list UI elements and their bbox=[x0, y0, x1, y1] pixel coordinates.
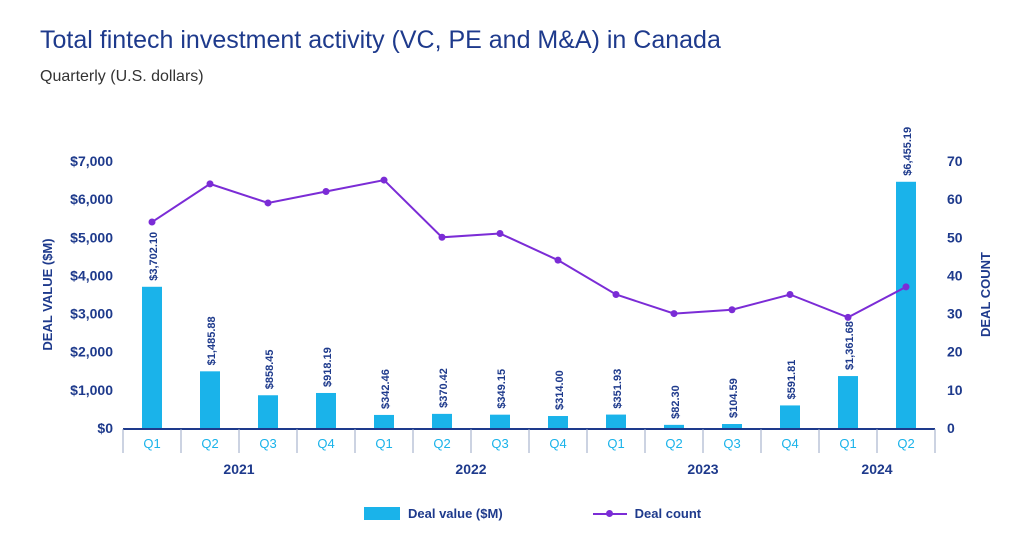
bar-data-label: $591.81 bbox=[786, 360, 798, 400]
y-tick-label: $3,000 bbox=[70, 306, 113, 322]
x-tick-label: Q2 bbox=[433, 436, 450, 451]
bar-data-label: $104.59 bbox=[728, 378, 740, 418]
bar bbox=[258, 395, 278, 428]
bar bbox=[664, 424, 684, 428]
x-tick-label: Q2 bbox=[897, 436, 914, 451]
x-tick-label: Q3 bbox=[259, 436, 276, 451]
y-tick-label: $0 bbox=[97, 420, 113, 436]
x-tick-label: Q1 bbox=[143, 436, 160, 451]
deal-count-point bbox=[612, 291, 620, 298]
x-year-label: 2021 bbox=[223, 461, 254, 477]
bar-data-label: $349.15 bbox=[496, 369, 508, 409]
y-tick-label: $1,000 bbox=[70, 382, 113, 398]
y-axis-title: DEAL VALUE ($M) bbox=[40, 238, 55, 350]
bar-data-label: $1,485.88 bbox=[206, 316, 218, 365]
x-tick-label: Q3 bbox=[491, 436, 508, 451]
bar bbox=[606, 414, 626, 428]
legend-label-deal-value: Deal value ($M) bbox=[408, 506, 503, 521]
y2-tick-label: 10 bbox=[947, 382, 963, 398]
y2-tick-label: 20 bbox=[947, 344, 963, 360]
deal-count-point bbox=[438, 233, 446, 241]
chart-title: Total fintech investment activity (VC, P… bbox=[40, 26, 721, 54]
bar-data-label: $351.93 bbox=[612, 369, 624, 409]
deal-count-point bbox=[670, 310, 678, 318]
bar-data-label: $6,455.19 bbox=[902, 127, 914, 176]
bar bbox=[838, 376, 858, 428]
bar bbox=[142, 286, 162, 428]
bar bbox=[722, 424, 742, 428]
x-tick-label: Q2 bbox=[665, 436, 682, 451]
y2-tick-label: 40 bbox=[947, 267, 963, 283]
y-tick-label: $7,000 bbox=[70, 153, 113, 169]
bar bbox=[490, 414, 510, 428]
bar-data-label: $1,361.68 bbox=[844, 321, 856, 370]
y-tick-label: $2,000 bbox=[70, 344, 113, 360]
x-year-label: 2024 bbox=[861, 461, 892, 477]
y-tick-label: $6,000 bbox=[70, 191, 113, 207]
y2-tick-label: 60 bbox=[947, 191, 963, 207]
bar bbox=[896, 181, 916, 428]
bar bbox=[548, 416, 568, 428]
x-tick-label: Q4 bbox=[549, 436, 566, 451]
deal-count-point bbox=[264, 199, 272, 207]
y2-tick-label: 0 bbox=[947, 420, 955, 436]
x-tick-label: Q3 bbox=[723, 436, 740, 451]
legend-swatch-deal-value bbox=[364, 507, 400, 520]
legend-swatch-deal-count bbox=[592, 509, 627, 517]
bar-data-label: $3,702.10 bbox=[148, 232, 160, 281]
bar bbox=[432, 413, 452, 428]
bar-data-label: $82.30 bbox=[670, 385, 682, 419]
x-tick-label: Q1 bbox=[839, 436, 856, 451]
bar-data-label: $370.42 bbox=[438, 368, 450, 408]
bar-data-label: $314.00 bbox=[554, 370, 566, 410]
x-year-label: 2023 bbox=[687, 461, 718, 477]
bar-data-label: $858.45 bbox=[264, 349, 276, 389]
deal-count-point bbox=[728, 306, 736, 314]
deal-count-point bbox=[496, 229, 504, 237]
bar bbox=[200, 371, 220, 428]
deal-count-point bbox=[148, 218, 156, 226]
x-tick-label: Q4 bbox=[317, 436, 334, 451]
y2-tick-label: 70 bbox=[947, 153, 963, 169]
bar bbox=[374, 414, 394, 428]
y-tick-label: $4,000 bbox=[70, 267, 113, 283]
x-tick-label: Q2 bbox=[201, 436, 218, 451]
deal-count-point bbox=[786, 291, 794, 298]
x-tick-label: Q1 bbox=[607, 436, 624, 451]
deal-count-point bbox=[554, 256, 562, 264]
y2-tick-label: 50 bbox=[947, 229, 963, 245]
x-tick-label: Q1 bbox=[375, 436, 392, 451]
chart-subtitle: Quarterly (U.S. dollars) bbox=[40, 68, 204, 85]
legend-label-deal-count: Deal count bbox=[634, 506, 702, 521]
deal-count-point bbox=[206, 180, 214, 188]
bar-data-label: $918.19 bbox=[322, 347, 334, 387]
x-year-label: 2022 bbox=[455, 461, 486, 477]
deal-count-point bbox=[380, 176, 388, 184]
y2-tick-label: 30 bbox=[947, 306, 963, 322]
y2-axis-title: DEAL COUNT bbox=[978, 252, 993, 337]
legend: Deal value ($M) Deal count bbox=[364, 506, 701, 521]
deal-count-line bbox=[151, 178, 907, 319]
deal-count-point bbox=[322, 188, 330, 196]
bar-data-label: $342.46 bbox=[380, 369, 392, 409]
bar bbox=[780, 405, 800, 428]
y-tick-label: $5,000 bbox=[70, 229, 113, 245]
bar bbox=[316, 392, 336, 428]
deal-count-point bbox=[902, 283, 910, 291]
x-tick-label: Q4 bbox=[781, 436, 798, 451]
deal-count-point bbox=[844, 313, 852, 321]
